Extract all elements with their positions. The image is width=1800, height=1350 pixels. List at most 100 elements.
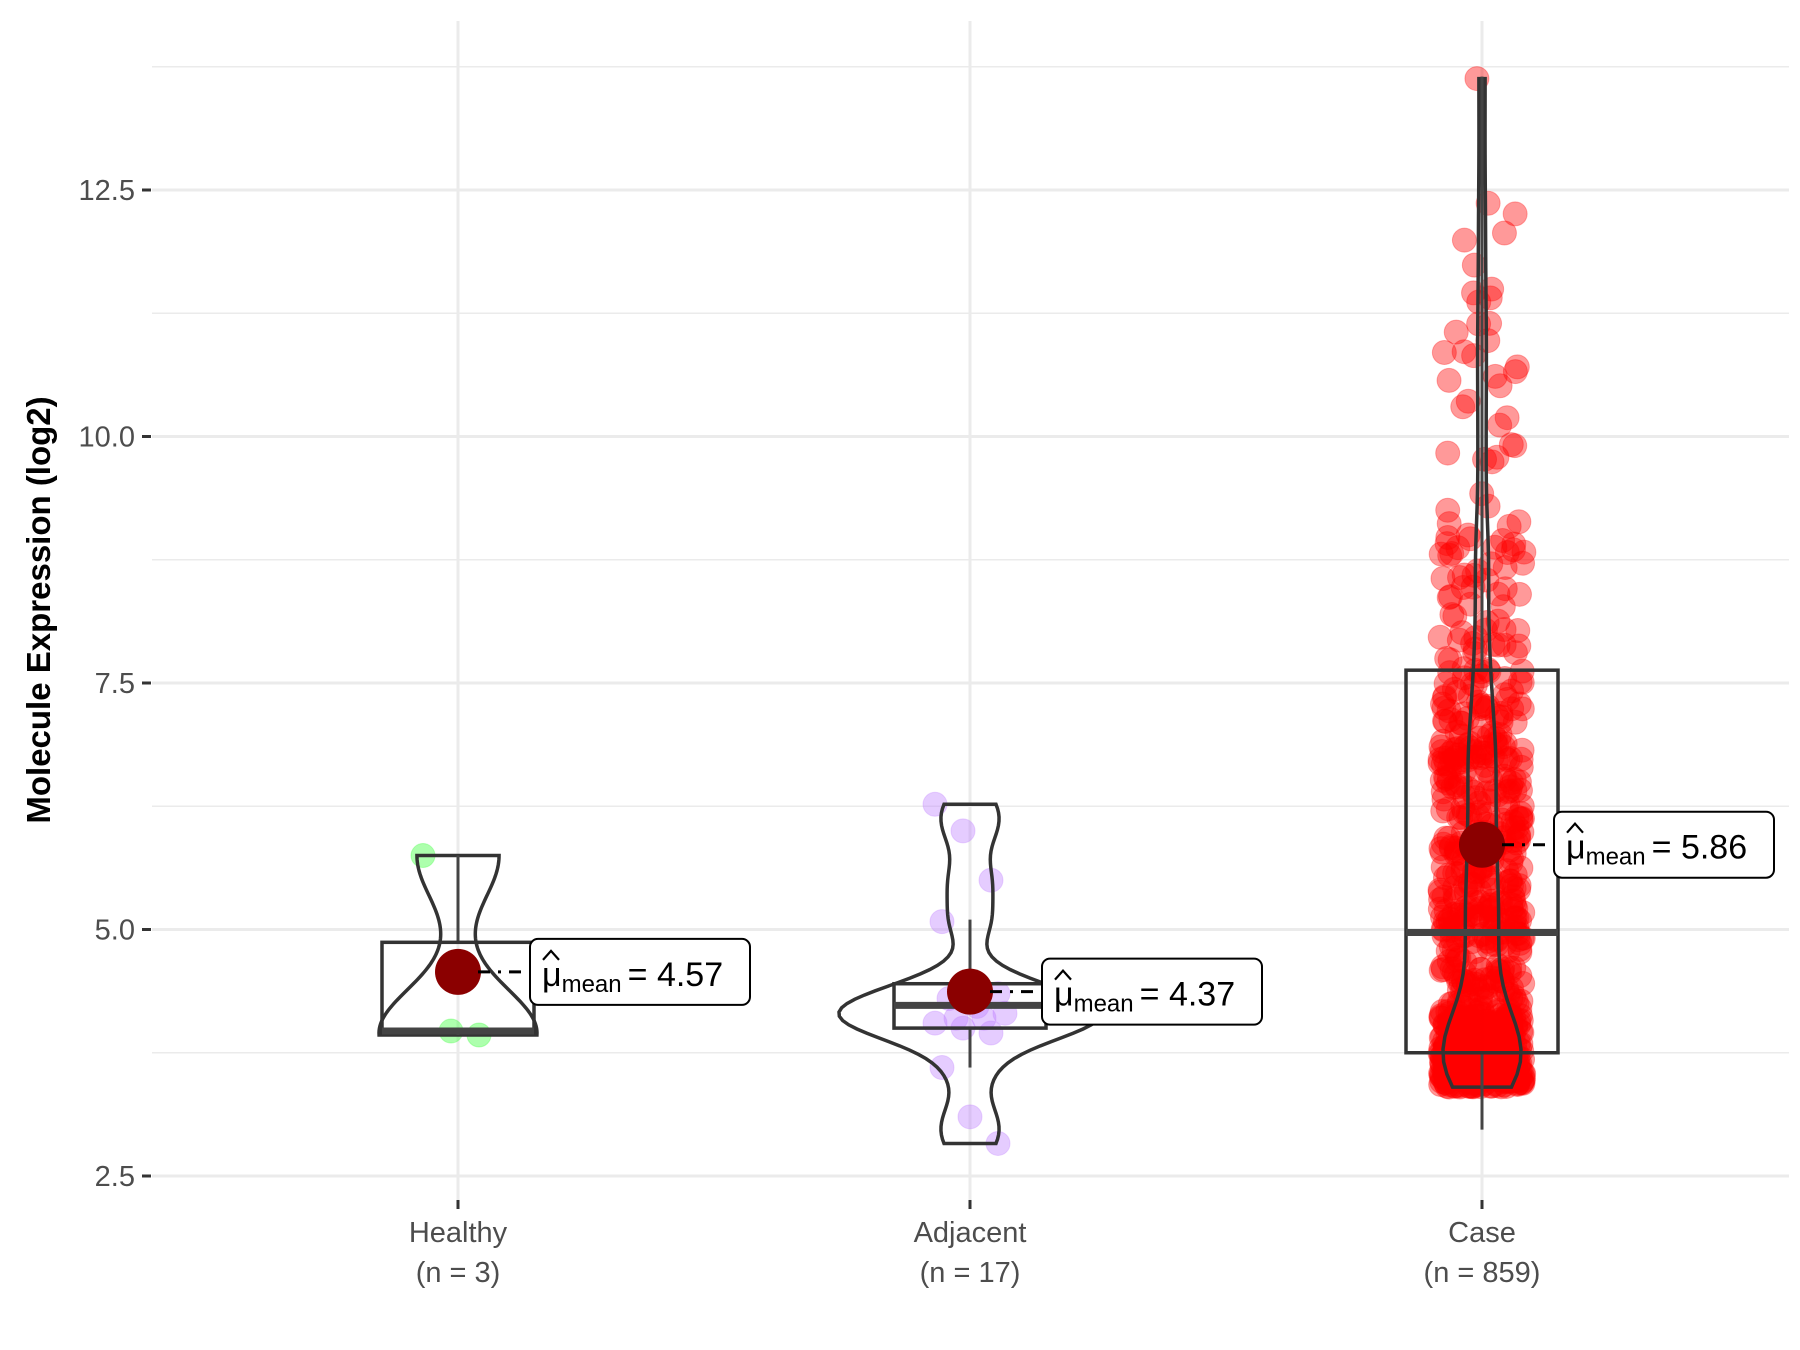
data-point: [1486, 729, 1512, 755]
data-point: [1430, 751, 1456, 777]
data-point: [1454, 705, 1480, 731]
data-point: [1452, 784, 1478, 810]
data-point: [1430, 954, 1456, 980]
data-point: [1501, 531, 1527, 557]
data-point: [1492, 766, 1518, 792]
data-point: [1433, 825, 1459, 851]
data-point: [1495, 938, 1521, 964]
data-point: [1435, 524, 1461, 550]
data-point: [1429, 1064, 1455, 1090]
data-point: [1460, 1024, 1486, 1050]
data-point: [1484, 444, 1510, 470]
data-point: [1439, 602, 1465, 628]
data-point: [1510, 970, 1536, 996]
data-point: [1494, 1043, 1520, 1069]
data-point: [1509, 737, 1535, 763]
data-point: [1494, 869, 1520, 895]
data-point: [1500, 815, 1526, 841]
data-point: [1485, 1012, 1511, 1038]
data-point: [1449, 710, 1475, 736]
data-point: [1466, 1066, 1492, 1092]
data-point: [1452, 1023, 1478, 1049]
y-axis: 2.5 5.0 7.5 10.0 12.5: [79, 175, 151, 1193]
data-point: [1501, 766, 1527, 792]
data-point: [1475, 758, 1501, 784]
mean-point: [435, 948, 481, 995]
data-point: [1509, 819, 1535, 845]
data-point: [1428, 957, 1454, 983]
mean-label: μmean = 4.57: [542, 956, 723, 998]
data-point: [1427, 747, 1453, 773]
y-tick-label: 5.0: [95, 915, 135, 947]
data-point: [1507, 669, 1533, 695]
data-point: [1462, 1020, 1488, 1046]
data-point: [1482, 1036, 1508, 1062]
data-point: [1470, 1025, 1496, 1051]
data-point: [1511, 539, 1537, 565]
data-point: [1491, 220, 1517, 246]
data-point: [1498, 746, 1524, 772]
data-point: [1430, 831, 1456, 857]
y-tick-label: 7.5: [95, 668, 135, 700]
data-point: [1427, 879, 1453, 905]
data-point: [1438, 707, 1464, 733]
data-point: [1429, 738, 1455, 764]
data-point: [1489, 1022, 1515, 1048]
y-tick-label: 12.5: [79, 175, 135, 207]
data-point: [1467, 986, 1493, 1012]
data-point: [1479, 1010, 1505, 1036]
data-point: [1448, 1025, 1474, 1051]
data-point: [1504, 815, 1530, 841]
data-point: [1502, 359, 1528, 385]
data-point: [1499, 678, 1525, 704]
data-point: [1461, 1071, 1487, 1097]
data-point: [1485, 608, 1511, 634]
data-point: [1502, 893, 1528, 919]
data-point: [1506, 823, 1532, 849]
data-point: [1487, 373, 1513, 399]
data-point: [1467, 1038, 1493, 1064]
data-point: [1428, 1005, 1454, 1031]
data-point: [1471, 1071, 1497, 1097]
data-point: [1487, 1056, 1513, 1082]
data-point: [1486, 1024, 1512, 1050]
data-point: [1484, 703, 1510, 729]
data-point: [1487, 1020, 1513, 1046]
data-point: [1436, 698, 1462, 724]
data-point: [1508, 746, 1534, 772]
data-point: [1469, 1013, 1495, 1039]
data-point: [950, 818, 976, 844]
data-point: [957, 1104, 983, 1130]
y-tick-label: 2.5: [95, 1161, 135, 1193]
data-point: [922, 1010, 948, 1036]
data-point: [1432, 865, 1458, 891]
data-point: [1468, 956, 1494, 982]
data-point: [1461, 1014, 1487, 1040]
data-point: [1427, 896, 1453, 922]
data-point: [1439, 747, 1465, 773]
data-point: [1460, 1022, 1486, 1048]
data-point: [1467, 1066, 1493, 1092]
data-point: [1472, 967, 1498, 993]
data-point: [1458, 1031, 1484, 1057]
data-point: [1499, 770, 1525, 796]
data-point: [1476, 983, 1502, 1009]
data-point: [1440, 774, 1466, 800]
data-point: [1462, 672, 1488, 698]
data-point: [1477, 897, 1503, 923]
data-point: [1472, 735, 1498, 761]
data-point: [1437, 660, 1463, 686]
data-point: [1473, 985, 1499, 1011]
data-point: [1445, 535, 1471, 561]
data-point: [978, 1020, 1004, 1046]
mean-label: μmean = 5.86: [1566, 829, 1747, 871]
data-point: [1473, 780, 1499, 806]
data-point: [1445, 861, 1471, 887]
data-point: [1500, 883, 1526, 909]
data-point: [1497, 955, 1523, 981]
data-point: [1435, 796, 1461, 822]
x-tick-n-label: (n = 859): [1424, 1257, 1541, 1289]
data-point: [1484, 1044, 1510, 1070]
data-point: [1451, 1060, 1477, 1086]
groups: μmean = 4.57 μmean = 4.37 μmean = 5.86: [377, 66, 1775, 1156]
